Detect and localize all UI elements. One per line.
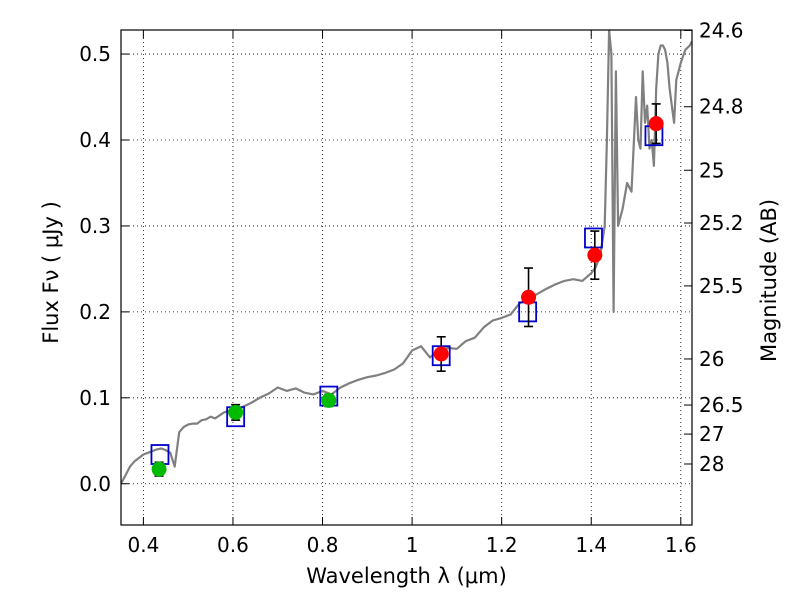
right-tick-label: 24.8 [699, 95, 744, 119]
data-point [521, 289, 537, 305]
y-tick-label: 0.5 [79, 42, 111, 66]
x-tick-label: 1.6 [665, 533, 697, 557]
data-point [321, 392, 337, 408]
axis-ticks: 0.4 0.6 0.8 1 1.2 1.4 1.6 0.0 0.1 0.2 0.3 0.4 0.5 24.… [79, 18, 743, 557]
x-tick-label: 0.8 [307, 533, 339, 557]
model-square-marker [584, 227, 603, 249]
x-axis-label: Wavelength λ (μm) [306, 564, 507, 588]
spectrum-layer [121, 30, 692, 485]
data-point [433, 346, 449, 362]
y-tick-label: 0.3 [79, 214, 111, 238]
right-tick-label: 25.2 [699, 211, 744, 235]
data-point [151, 461, 167, 477]
right-tick-label: 25.5 [699, 274, 744, 298]
right-tick-label: 26.5 [699, 393, 744, 417]
right-tick-label: 24.6 [699, 18, 744, 42]
y-tick-label: 0.1 [79, 386, 111, 410]
grid-lines [121, 30, 692, 525]
plot-frame [120, 29, 693, 526]
data-point [228, 404, 244, 420]
y-tick-label: 0.2 [79, 300, 111, 324]
right-tick-label: 28 [699, 452, 724, 476]
y-tick-label: 0.0 [79, 472, 111, 496]
marker-layer [150, 103, 664, 477]
y-tick-label: 0.4 [79, 128, 111, 152]
x-tick-label: 0.4 [127, 533, 159, 557]
x-tick-label: 1.4 [575, 533, 607, 557]
x-tick-label: 1 [406, 533, 419, 557]
right-tick-label: 27 [699, 422, 724, 446]
right-tick-label: 25 [699, 158, 724, 182]
right-axis-label: Magnitude (AB) [757, 199, 781, 362]
y-axis-label: Flux Fν ( μJy ) [39, 201, 63, 344]
right-tick-label: 26 [699, 347, 724, 371]
data-point [587, 247, 603, 263]
data-point [648, 116, 664, 132]
spectrum-line [121, 30, 692, 485]
x-tick-label: 0.6 [217, 533, 249, 557]
x-tick-label: 1.2 [486, 533, 518, 557]
